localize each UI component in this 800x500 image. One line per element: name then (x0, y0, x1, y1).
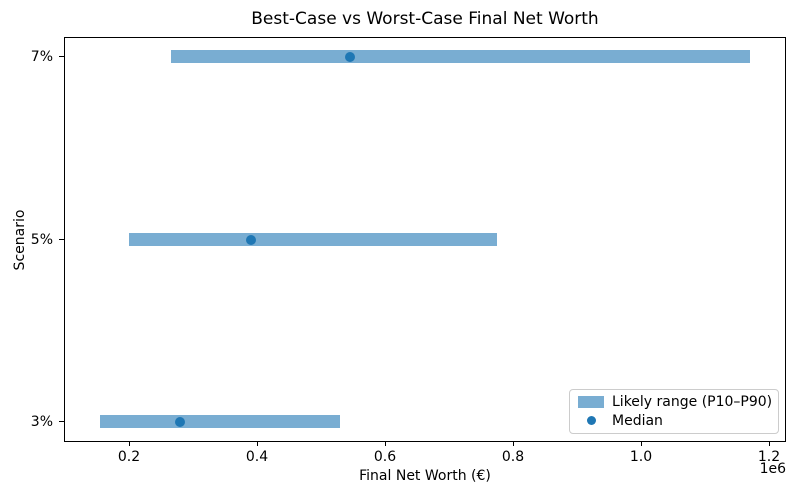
legend-handle (578, 416, 604, 426)
plot-area: 7% 5% 3% 0.2 0.4 0.6 0.8 1.0 1.2 (31, 37, 786, 465)
x-tick-label: 0.4 (245, 449, 269, 465)
x-tick-label: 1.0 (629, 449, 653, 465)
legend-entry-range: Likely range (P10–P90) (578, 393, 773, 411)
x-tick-label: 0.8 (501, 449, 525, 465)
y-axis-label: Scenario (12, 209, 28, 271)
y-tick-mark (59, 239, 64, 240)
x-axis-offset-label: 1e6 (759, 461, 786, 477)
legend-label-range: Likely range (P10–P90) (612, 394, 773, 411)
legend-entry-median: Median (578, 412, 770, 430)
x-axis-label: Final Net Worth (€) (359, 468, 491, 484)
x-tick-mark (256, 441, 258, 446)
x-tick-mark (384, 441, 386, 446)
legend-handle (578, 396, 604, 409)
y-tick-mark (59, 421, 64, 423)
x-tick-label: 0.2 (117, 449, 141, 465)
chart-title: Best-Case vs Worst-Case Final Net Worth (251, 9, 599, 29)
y-tick-label: 5% (30, 231, 53, 248)
y-tick-mark (59, 56, 64, 58)
x-tick-mark (768, 441, 770, 446)
x-tick-mark (512, 441, 514, 446)
range-bar (100, 415, 341, 429)
x-tick-mark (640, 441, 642, 446)
range-bar (129, 233, 497, 246)
range-bar-swatch-icon (578, 396, 604, 409)
median-dot-swatch-icon (586, 416, 596, 426)
median-dot (344, 51, 355, 62)
y-tick-label: 7% (30, 48, 53, 65)
x-tick-label: 1.2 (757, 449, 781, 465)
median-dot (245, 234, 256, 245)
median-dot (175, 416, 186, 427)
x-tick-label: 0.6 (373, 449, 397, 465)
legend-label-median: Median (612, 412, 663, 429)
x-tick-mark (128, 441, 130, 446)
legend: Likely range (P10–P90) Median (569, 389, 779, 434)
range-bar (170, 50, 750, 64)
y-tick-label: 3% (30, 413, 53, 430)
